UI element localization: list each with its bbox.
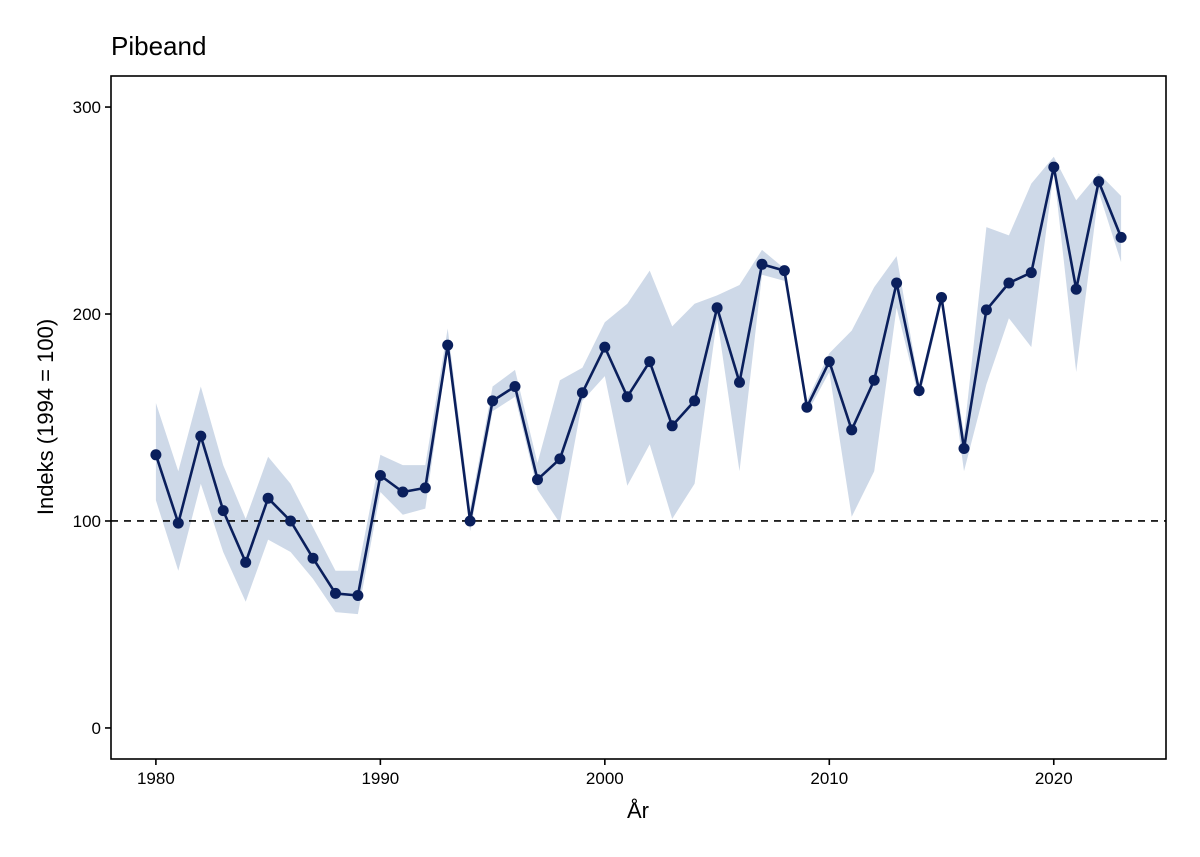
y-tick-label-100: 100 bbox=[73, 512, 101, 531]
x-axis: 1980 1990 2000 2010 2020 bbox=[137, 759, 1073, 788]
data-point-2002 bbox=[644, 356, 656, 368]
y-axis: 0 100 200 300 bbox=[73, 98, 111, 738]
data-point-2001 bbox=[621, 391, 633, 403]
data-point-2006 bbox=[734, 376, 745, 388]
y-tick-label-300: 300 bbox=[73, 98, 101, 117]
series-point-layer bbox=[150, 161, 1127, 601]
series-line bbox=[154, 165, 1123, 597]
chart-title: Pibeand bbox=[111, 31, 206, 61]
x-tick-label-1980: 1980 bbox=[137, 769, 175, 788]
data-point-2013 bbox=[891, 277, 903, 289]
data-point-1983 bbox=[217, 505, 229, 517]
data-point-2023 bbox=[1115, 231, 1127, 243]
data-point-2007 bbox=[756, 258, 768, 270]
data-point-2003 bbox=[666, 420, 678, 432]
data-point-1981 bbox=[172, 517, 184, 529]
data-point-1989 bbox=[352, 590, 364, 601]
data-point-2019 bbox=[1025, 267, 1037, 279]
data-point-2004 bbox=[689, 395, 701, 407]
data-point-2017 bbox=[980, 304, 992, 316]
x-axis-title: År bbox=[627, 798, 649, 823]
data-point-2005 bbox=[711, 302, 723, 314]
confidence-band-layer bbox=[155, 156, 1122, 615]
data-point-1986 bbox=[285, 515, 297, 527]
data-point-2000 bbox=[599, 341, 611, 353]
data-point-1990 bbox=[374, 470, 386, 481]
data-point-2022 bbox=[1093, 176, 1105, 188]
data-point-2016 bbox=[958, 443, 970, 454]
data-point-2010 bbox=[823, 356, 835, 368]
data-point-1999 bbox=[576, 387, 588, 399]
data-point-2008 bbox=[778, 265, 790, 277]
data-point-1998 bbox=[554, 453, 566, 465]
confidence-band bbox=[155, 156, 1122, 615]
data-point-1995 bbox=[487, 395, 499, 407]
data-point-1980 bbox=[150, 449, 162, 461]
data-point-1991 bbox=[397, 486, 409, 498]
plot-panel-border bbox=[110, 75, 1167, 760]
data-point-2009 bbox=[801, 401, 813, 413]
data-point-2021 bbox=[1070, 283, 1082, 295]
series-line-layer bbox=[154, 165, 1123, 597]
data-point-2020 bbox=[1048, 161, 1060, 173]
data-point-1987 bbox=[307, 552, 319, 564]
data-point-1996 bbox=[509, 381, 521, 392]
y-tick-label-200: 200 bbox=[73, 305, 101, 324]
data-point-1982 bbox=[195, 430, 207, 442]
data-point-1994 bbox=[464, 515, 476, 527]
data-point-1984 bbox=[240, 556, 252, 568]
x-tick-label-1990: 1990 bbox=[361, 769, 399, 788]
data-point-1985 bbox=[262, 492, 274, 504]
data-point-1988 bbox=[330, 587, 341, 599]
data-point-1997 bbox=[532, 474, 543, 486]
y-tick-label-0: 0 bbox=[92, 719, 101, 738]
data-point-1993 bbox=[442, 339, 454, 351]
data-point-1992 bbox=[419, 482, 431, 494]
data-point-2011 bbox=[846, 424, 858, 436]
data-point-2015 bbox=[936, 292, 947, 303]
y-axis-title: Indeks (1994 = 100) bbox=[33, 319, 58, 515]
data-point-2018 bbox=[1003, 277, 1015, 289]
data-point-2012 bbox=[868, 374, 880, 386]
x-tick-label-2010: 2010 bbox=[810, 769, 848, 788]
x-tick-label-2020: 2020 bbox=[1035, 769, 1073, 788]
x-tick-label-2000: 2000 bbox=[586, 769, 624, 788]
data-point-2014 bbox=[913, 385, 925, 397]
